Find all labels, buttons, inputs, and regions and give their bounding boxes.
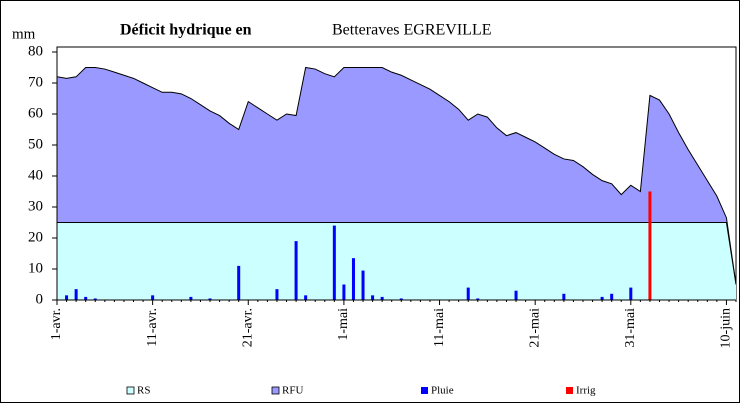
legend-swatch bbox=[126, 386, 135, 395]
bar-pluie bbox=[361, 270, 365, 300]
legend-swatch bbox=[271, 386, 280, 395]
bar-pluie bbox=[371, 295, 375, 300]
bar-pluie bbox=[399, 298, 403, 300]
x-tick-label: 31-mai bbox=[623, 308, 638, 348]
x-tick-label: 1-avr. bbox=[49, 308, 64, 340]
x-tick-label: 21-avr. bbox=[240, 308, 255, 347]
bar-pluie bbox=[304, 295, 308, 300]
y-tick-label: 40 bbox=[28, 167, 43, 183]
chart-title: Déficit hydrique en bbox=[120, 22, 252, 39]
y-tick-label: 70 bbox=[28, 74, 43, 90]
y-tick-label: 10 bbox=[28, 260, 43, 276]
x-tick-label: 11-avr. bbox=[145, 308, 160, 347]
area-rs bbox=[57, 222, 736, 300]
bar-pluie bbox=[189, 296, 193, 300]
y-tick-label: 30 bbox=[28, 198, 43, 214]
bar-pluie bbox=[466, 287, 470, 300]
legend-swatch bbox=[421, 387, 428, 394]
bar-pluie bbox=[610, 293, 614, 300]
bar-pluie bbox=[65, 295, 69, 300]
bar-irrig bbox=[648, 191, 652, 300]
bar-pluie bbox=[342, 284, 346, 300]
bar-pluie bbox=[332, 225, 336, 300]
y-tick-label: 60 bbox=[28, 105, 43, 121]
bar-pluie bbox=[514, 290, 518, 300]
bar-pluie bbox=[74, 289, 78, 300]
x-tick-label: 1-mai bbox=[336, 308, 351, 341]
x-tick-label: 11-mai bbox=[432, 308, 447, 347]
bar-pluie bbox=[562, 293, 566, 300]
bar-pluie bbox=[476, 298, 480, 300]
y-tick-label: 0 bbox=[36, 291, 44, 307]
y-tick-label: 50 bbox=[28, 136, 43, 152]
y-axis-label: mm bbox=[12, 26, 36, 42]
bar-pluie bbox=[275, 289, 279, 300]
bar-pluie bbox=[84, 296, 88, 300]
legend-swatch bbox=[566, 387, 573, 394]
bar-pluie bbox=[351, 258, 355, 300]
legend-label: RFU bbox=[282, 385, 303, 397]
x-tick-label: 21-mai bbox=[527, 308, 542, 348]
bar-pluie bbox=[93, 298, 97, 300]
x-tick-label: 10-juin bbox=[719, 308, 734, 348]
bar-pluie bbox=[237, 265, 241, 300]
bar-pluie bbox=[629, 287, 633, 300]
bar-pluie bbox=[208, 298, 212, 300]
bar-pluie bbox=[600, 296, 604, 300]
area-outline bbox=[56, 66, 737, 285]
legend-label: RS bbox=[137, 385, 150, 397]
bar-pluie bbox=[294, 241, 298, 300]
y-tick-label: 20 bbox=[28, 229, 43, 245]
chart-subtitle: Betteraves EGREVILLE bbox=[332, 22, 492, 39]
y-tick-label: 80 bbox=[28, 43, 43, 59]
area-outline bbox=[57, 222, 737, 285]
bar-pluie bbox=[151, 295, 155, 300]
legend-label: Pluie bbox=[431, 385, 454, 397]
legend-label: Irrig bbox=[576, 385, 596, 397]
bar-pluie bbox=[380, 296, 384, 300]
